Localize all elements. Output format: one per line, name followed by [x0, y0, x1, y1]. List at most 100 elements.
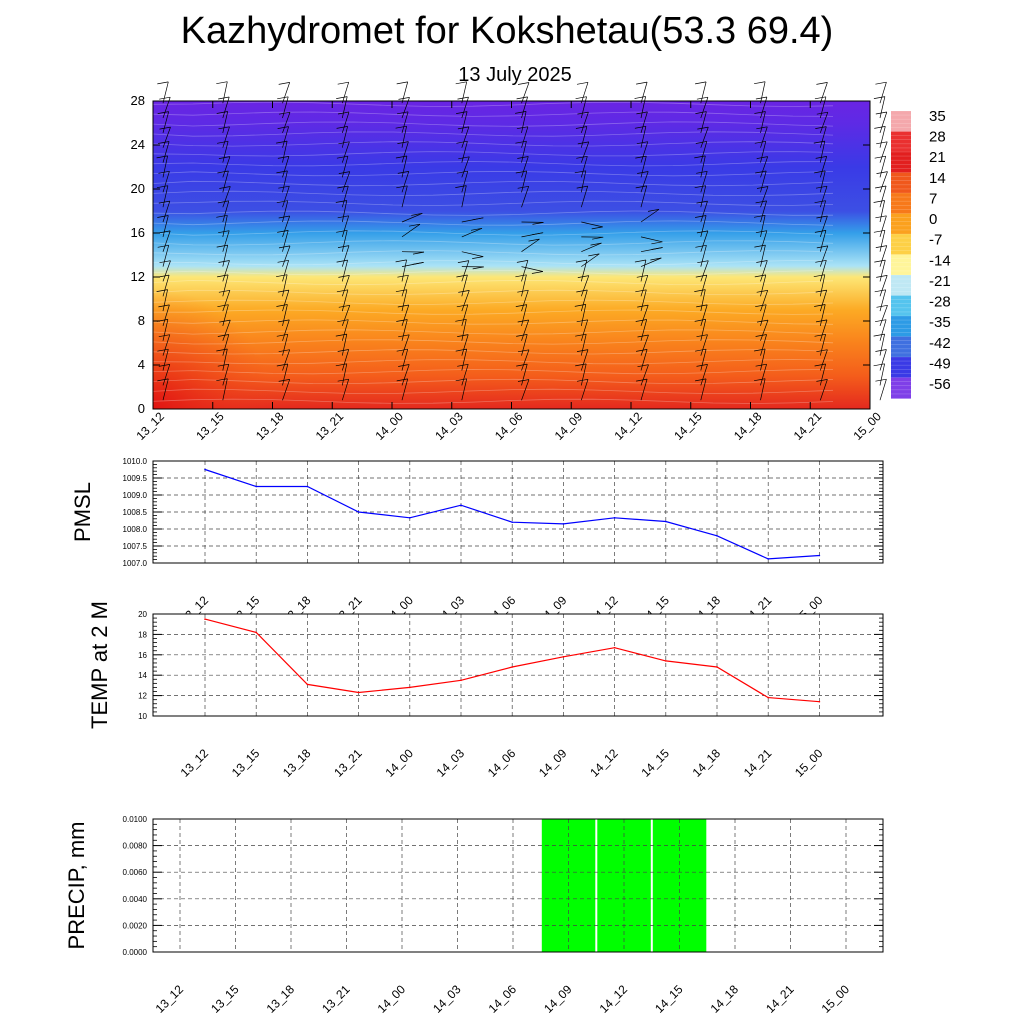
wind-barb [819, 200, 826, 223]
wind-barb [760, 156, 769, 178]
wind-barb-flag [157, 215, 169, 218]
wind-barb-flag [278, 215, 290, 219]
wind-barb [879, 363, 885, 386]
wind-barb-flag [456, 111, 468, 114]
wind-barb-flag [637, 171, 649, 174]
wind-barb [879, 171, 888, 193]
wind-barb [580, 170, 587, 193]
wind-barb-flag [755, 170, 767, 174]
wind-barb-flag [277, 126, 289, 129]
wind-barb [819, 260, 827, 282]
contour-line [152, 190, 834, 197]
wind-barb [461, 304, 469, 326]
color-bar-label: -56 [929, 376, 951, 393]
wind-barb [819, 334, 826, 356]
contour-line [152, 220, 834, 226]
wind-barb [222, 245, 229, 267]
wind-barb [640, 141, 649, 163]
color-bar-label: 35 [929, 108, 946, 125]
wind-barb [162, 230, 171, 252]
wind-barb [640, 111, 648, 134]
contour-line [152, 368, 834, 375]
wind-barb [401, 364, 410, 386]
wind-barb [760, 290, 769, 312]
color-bar-segment [891, 377, 911, 399]
wind-barb-flag [216, 348, 228, 352]
x-tick-label: 13_21 [313, 409, 347, 443]
wind-barb-flag [577, 275, 589, 278]
wind-barb [461, 81, 468, 104]
data-point [460, 679, 462, 682]
contour-line [152, 151, 834, 157]
wind-barb [819, 363, 826, 386]
wind-barb [879, 319, 887, 341]
wind-barb [282, 112, 291, 134]
data-point [818, 700, 821, 703]
wind-barb-flag [216, 111, 228, 114]
wind-barb-flag [576, 81, 589, 85]
contour-line [152, 388, 834, 395]
precip-panel: 0.0000 0.0020 0.0040 0.0060 0.0080 0.0100 13_1… [64, 815, 884, 1016]
wind-barb-flag [814, 304, 826, 307]
wind-barb [580, 334, 587, 356]
wind-barb [401, 304, 410, 327]
x-tick-label: 14_12 [597, 982, 631, 1016]
wind-barb [760, 364, 767, 386]
wind-barb [461, 364, 469, 386]
wind-barb-flag [873, 96, 885, 99]
wind-barb-flag [216, 214, 228, 218]
wind-barb-flag [336, 289, 348, 293]
wind-barb-flag [575, 259, 587, 263]
wind-barb [581, 253, 600, 267]
wind-barb-flag [635, 289, 647, 293]
y-axis-title: TEMP at 2 M [87, 601, 112, 729]
wind-barb-flag [396, 378, 408, 382]
wind-barb-flag [217, 334, 229, 337]
data-point [767, 696, 769, 699]
wind-barb-flag [216, 81, 228, 85]
wind-barb-flag [754, 111, 766, 114]
wind-barb-flag [816, 82, 828, 85]
wind-barb [760, 260, 768, 282]
wind-barb [341, 200, 348, 223]
wind-barb [760, 126, 768, 148]
wind-barb [222, 274, 229, 297]
contour-line [152, 279, 834, 286]
wind-barb-flag [277, 259, 289, 263]
wind-barb-flag [516, 363, 528, 367]
wind-barb [401, 171, 410, 193]
wind-barb-flag [395, 125, 407, 129]
wind-barb-flag [278, 379, 290, 382]
wind-barb [760, 348, 766, 371]
y-tick-label: 0.0080 [123, 842, 148, 851]
wind-barb-flag [337, 319, 349, 323]
wind-barb-flag [651, 241, 663, 245]
wind-barb [401, 185, 408, 208]
wind-barb [222, 156, 231, 178]
wind-barb [879, 260, 886, 282]
contour-line [152, 339, 834, 345]
x-tick-label: 14_00 [382, 746, 416, 780]
data-point [767, 558, 769, 560]
data-point [357, 511, 360, 513]
wind-barb [461, 319, 467, 341]
color-bar-segment [891, 172, 911, 194]
data-point [204, 468, 206, 471]
contour-line [152, 240, 834, 246]
wind-barb [700, 319, 707, 341]
color-bar-label: -14 [929, 252, 951, 269]
wind-barb-flag [634, 96, 646, 99]
wind-barb-flag [218, 289, 230, 293]
plot-area [153, 614, 883, 716]
color-bar-label: 21 [929, 149, 946, 166]
wind-barb [401, 378, 409, 401]
wind-barb-flag [575, 126, 587, 129]
wind-barb-flag [456, 274, 468, 278]
wind-barb-flag [755, 334, 767, 337]
wind-barb-flag [516, 260, 528, 263]
wind-barb-flag [754, 140, 766, 144]
wind-barb [282, 170, 288, 193]
wind-barb-flag [756, 186, 769, 189]
wind-barb-flag [697, 260, 709, 264]
